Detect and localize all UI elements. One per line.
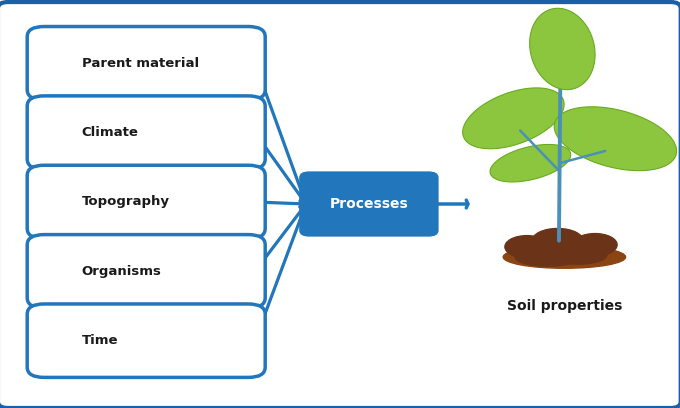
Ellipse shape <box>517 237 612 257</box>
Text: Time: Time <box>82 334 118 347</box>
Ellipse shape <box>515 248 579 266</box>
Ellipse shape <box>532 228 583 253</box>
Ellipse shape <box>503 246 626 268</box>
Ellipse shape <box>549 246 607 264</box>
Text: Organisms: Organisms <box>82 265 161 278</box>
Text: Climate: Climate <box>82 126 139 139</box>
Text: Parent material: Parent material <box>82 57 199 70</box>
Polygon shape <box>554 107 677 171</box>
Text: Topography: Topography <box>82 195 169 208</box>
Ellipse shape <box>505 236 549 258</box>
FancyBboxPatch shape <box>27 235 265 308</box>
FancyBboxPatch shape <box>27 96 265 169</box>
Polygon shape <box>490 144 571 182</box>
Polygon shape <box>530 8 595 90</box>
Ellipse shape <box>573 233 617 256</box>
FancyBboxPatch shape <box>27 304 265 377</box>
Text: Processes: Processes <box>330 197 408 211</box>
FancyBboxPatch shape <box>27 27 265 100</box>
FancyBboxPatch shape <box>27 165 265 239</box>
Polygon shape <box>462 88 564 149</box>
FancyBboxPatch shape <box>299 171 439 237</box>
Text: Soil properties: Soil properties <box>507 299 622 313</box>
